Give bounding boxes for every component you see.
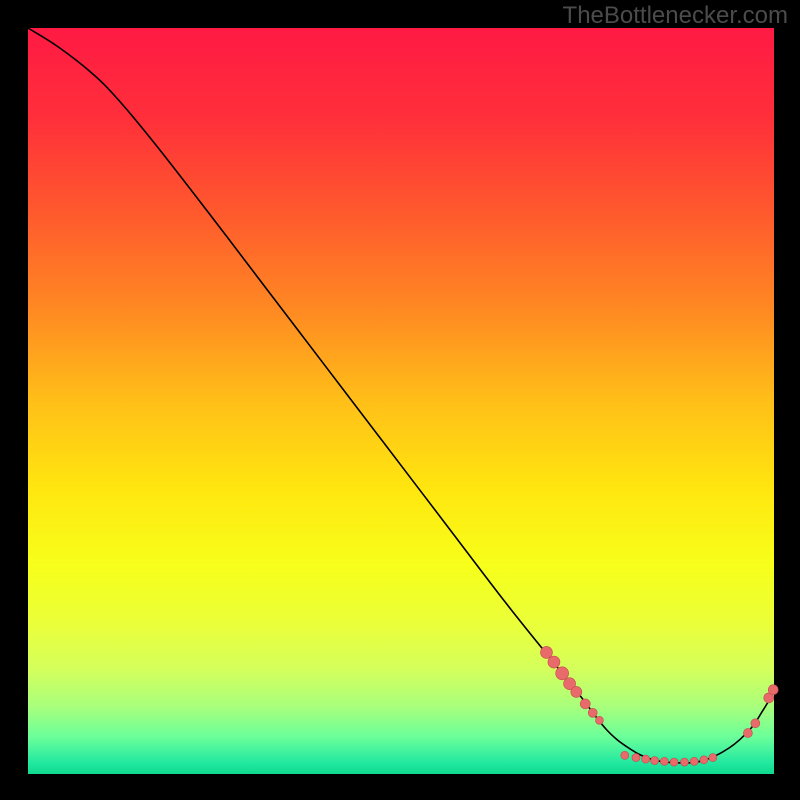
curve-layer — [28, 28, 774, 774]
data-point — [588, 708, 597, 717]
data-point — [621, 751, 629, 759]
plot-area — [28, 28, 774, 774]
data-point — [632, 754, 640, 762]
watermark-text: TheBottlenecker.com — [563, 2, 788, 30]
data-point — [660, 757, 668, 765]
data-point — [743, 728, 752, 737]
data-point — [556, 667, 569, 680]
data-point — [670, 758, 678, 766]
data-point — [680, 758, 688, 766]
chart-stage: TheBottlenecker.com — [0, 0, 800, 800]
data-point — [651, 757, 659, 765]
data-point — [642, 755, 650, 763]
data-point — [595, 716, 603, 724]
data-point — [709, 754, 717, 762]
data-point — [690, 757, 698, 765]
data-point — [751, 719, 760, 728]
bottleneck-curve — [28, 28, 774, 763]
data-point — [548, 656, 560, 668]
data-point — [700, 756, 708, 764]
data-point — [580, 699, 590, 709]
data-point — [768, 685, 778, 695]
data-point — [540, 646, 552, 658]
data-point — [571, 686, 582, 697]
